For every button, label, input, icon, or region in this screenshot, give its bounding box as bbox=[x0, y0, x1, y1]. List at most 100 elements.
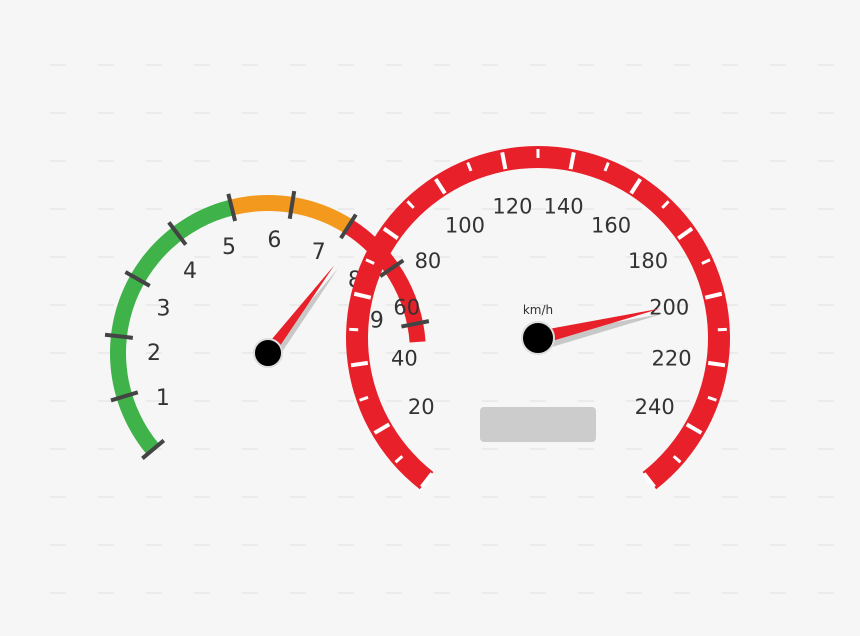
watermark-mark bbox=[146, 112, 162, 114]
watermark-pattern bbox=[50, 64, 834, 594]
watermark-mark bbox=[674, 400, 690, 402]
speedometer-tick bbox=[365, 258, 375, 265]
speedometer-hub bbox=[521, 321, 555, 355]
watermark-mark bbox=[722, 544, 738, 546]
watermark-mark bbox=[290, 304, 306, 306]
speedometer-tick bbox=[707, 360, 726, 368]
watermark-mark bbox=[434, 352, 450, 354]
watermark-mark bbox=[482, 448, 498, 450]
watermark-mark bbox=[530, 304, 546, 306]
watermark-mark bbox=[338, 400, 354, 402]
watermark-mark bbox=[674, 112, 690, 114]
speedometer-needle-pointer bbox=[536, 308, 661, 345]
watermark-mark bbox=[674, 64, 690, 66]
watermark-mark bbox=[146, 304, 162, 306]
watermark-mark bbox=[578, 592, 594, 594]
watermark-mark bbox=[146, 208, 162, 210]
speedometer-tick bbox=[406, 200, 415, 209]
watermark-mark bbox=[530, 400, 546, 402]
watermark-mark bbox=[722, 256, 738, 258]
watermark-mark bbox=[98, 112, 114, 114]
watermark-mark bbox=[626, 544, 642, 546]
watermark-mark bbox=[50, 304, 66, 306]
watermark-mark bbox=[98, 448, 114, 450]
watermark-mark bbox=[98, 208, 114, 210]
watermark-mark bbox=[530, 496, 546, 498]
tachometer-zone-caution bbox=[229, 195, 353, 234]
speedometer-tick bbox=[373, 422, 391, 435]
watermark-mark bbox=[818, 208, 834, 210]
watermark-mark bbox=[386, 112, 402, 114]
tachometer-label: 9 bbox=[370, 308, 384, 333]
watermark-mark bbox=[626, 448, 642, 450]
watermark-mark bbox=[530, 256, 546, 258]
speedometer-tick bbox=[642, 472, 656, 489]
speedometer-tick bbox=[434, 177, 447, 195]
watermark-mark bbox=[194, 208, 210, 210]
tachometer-tick bbox=[110, 390, 139, 403]
watermark-mark bbox=[290, 448, 306, 450]
watermark-mark bbox=[626, 256, 642, 258]
watermark-mark bbox=[50, 400, 66, 402]
watermark-mark bbox=[626, 496, 642, 498]
tachometer-zone-normal bbox=[110, 199, 234, 455]
watermark-mark bbox=[482, 112, 498, 114]
watermark-mark bbox=[818, 256, 834, 258]
watermark-mark bbox=[98, 352, 114, 354]
watermark-mark bbox=[50, 64, 66, 66]
watermark-mark bbox=[386, 400, 402, 402]
odometer-display bbox=[480, 407, 596, 442]
tachometer-tick bbox=[124, 270, 151, 288]
watermark-mark bbox=[434, 64, 450, 66]
watermark-mark bbox=[434, 400, 450, 402]
watermark-mark bbox=[626, 352, 642, 354]
watermark-mark bbox=[770, 496, 786, 498]
watermark-mark bbox=[770, 304, 786, 306]
watermark-mark bbox=[194, 112, 210, 114]
tachometer-label: 4 bbox=[183, 259, 197, 284]
watermark-mark bbox=[146, 160, 162, 162]
watermark-mark bbox=[98, 400, 114, 402]
speedometer-tick bbox=[359, 395, 369, 402]
watermark-mark bbox=[386, 304, 402, 306]
watermark-mark bbox=[674, 496, 690, 498]
watermark-mark bbox=[722, 160, 738, 162]
speedometer-tick bbox=[661, 200, 670, 209]
watermark-mark bbox=[338, 352, 354, 354]
speedometer-tick bbox=[603, 162, 610, 172]
tachometer-label: 3 bbox=[157, 296, 171, 321]
watermark-mark bbox=[194, 352, 210, 354]
watermark-mark bbox=[338, 448, 354, 450]
tachometer-needle-pointer bbox=[263, 265, 335, 357]
speedometer-tick bbox=[629, 177, 642, 195]
watermark-mark bbox=[578, 304, 594, 306]
watermark-mark bbox=[242, 112, 258, 114]
watermark-mark bbox=[194, 592, 210, 594]
watermark-mark bbox=[722, 112, 738, 114]
watermark-mark bbox=[770, 160, 786, 162]
speedometer-unit-label: km/h bbox=[523, 303, 553, 317]
watermark-mark bbox=[434, 256, 450, 258]
watermark-mark bbox=[338, 112, 354, 114]
watermark-mark bbox=[386, 64, 402, 66]
watermark-mark bbox=[674, 304, 690, 306]
watermark-mark bbox=[242, 160, 258, 162]
watermark-mark bbox=[194, 304, 210, 306]
watermark-mark bbox=[722, 592, 738, 594]
watermark-mark bbox=[482, 592, 498, 594]
watermark-mark bbox=[50, 448, 66, 450]
speedometer-tick bbox=[704, 291, 723, 300]
watermark-mark bbox=[770, 64, 786, 66]
watermark-mark bbox=[98, 592, 114, 594]
watermark-mark bbox=[770, 544, 786, 546]
watermark-mark bbox=[50, 160, 66, 162]
watermark-mark bbox=[98, 304, 114, 306]
watermark-mark bbox=[290, 592, 306, 594]
watermark-mark bbox=[242, 400, 258, 402]
watermark-mark bbox=[770, 448, 786, 450]
watermark-mark bbox=[50, 544, 66, 546]
watermark-mark bbox=[626, 304, 642, 306]
